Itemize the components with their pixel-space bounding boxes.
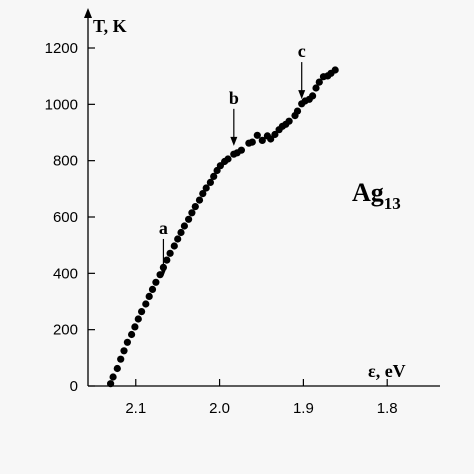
data-point: [267, 135, 275, 143]
data-point: [109, 373, 117, 381]
species-label: Ag13: [352, 178, 401, 213]
annotations: a b c: [159, 41, 306, 276]
y-axis-arrow: [84, 8, 92, 18]
annotation-label: a: [159, 218, 168, 238]
data-point: [166, 249, 174, 257]
data-point: [138, 308, 146, 316]
data-point: [293, 107, 302, 115]
annotation-arrow-head: [298, 90, 306, 100]
data-point: [145, 292, 153, 300]
data-point: [202, 184, 210, 192]
data-point: [258, 136, 266, 144]
y-tick-label: 600: [53, 209, 78, 226]
data-point: [253, 131, 261, 139]
data-point: [237, 146, 245, 154]
y-axis-label: T, K: [93, 16, 127, 36]
x-tick-label: 2.1: [125, 400, 146, 417]
data-point: [191, 203, 199, 211]
data-point: [224, 155, 232, 163]
data-point: [180, 222, 188, 230]
annotation-label: b: [229, 88, 239, 108]
data-points: [107, 66, 339, 388]
data-point: [312, 84, 320, 92]
data-point: [248, 138, 256, 146]
data-point: [113, 364, 121, 373]
data-point: [271, 130, 279, 139]
y-tick-label: 0: [70, 378, 78, 395]
data-point: [117, 355, 125, 363]
data-point: [177, 228, 185, 237]
y-ticks: 0 200 400 600 800 1000 1200: [45, 40, 95, 395]
y-tick-label: 400: [53, 265, 78, 282]
data-point: [123, 338, 131, 346]
annotation-arrow-head: [159, 266, 167, 276]
data-point: [185, 215, 193, 223]
y-tick-label: 1000: [45, 96, 78, 113]
data-point: [331, 66, 339, 74]
data-point: [170, 242, 178, 250]
data-point: [156, 271, 164, 279]
x-tick-label: 2.0: [209, 400, 230, 417]
data-point: [210, 172, 218, 180]
data-point: [174, 235, 182, 243]
x-ticks: 2.1 2.0 1.9 1.8: [125, 379, 398, 417]
species-subscript: 13: [384, 194, 401, 213]
data-point: [315, 78, 323, 86]
x-tick-label: 1.8: [377, 400, 398, 417]
x-axis-label: ε, eV: [368, 361, 406, 381]
data-point: [142, 300, 150, 308]
species-base: Ag: [352, 178, 384, 207]
data-point: [206, 178, 214, 186]
data-point: [285, 117, 293, 125]
data-point: [148, 285, 157, 293]
y-tick-label: 1200: [45, 40, 78, 57]
data-point: [120, 347, 128, 355]
data-point: [309, 92, 317, 100]
y-tick-label: 200: [53, 322, 78, 339]
data-point: [128, 330, 136, 339]
annotation-label: c: [298, 41, 306, 61]
data-point: [199, 190, 207, 198]
data-point: [188, 209, 196, 217]
data-point: [131, 323, 139, 331]
data-point: [107, 380, 115, 388]
data-point: [134, 315, 142, 323]
x-tick-label: 1.9: [293, 400, 314, 417]
data-point: [195, 196, 204, 204]
y-tick-label: 800: [53, 153, 78, 170]
data-point: [152, 278, 160, 286]
annotation-arrow-head: [230, 136, 238, 146]
data-point: [163, 256, 171, 264]
